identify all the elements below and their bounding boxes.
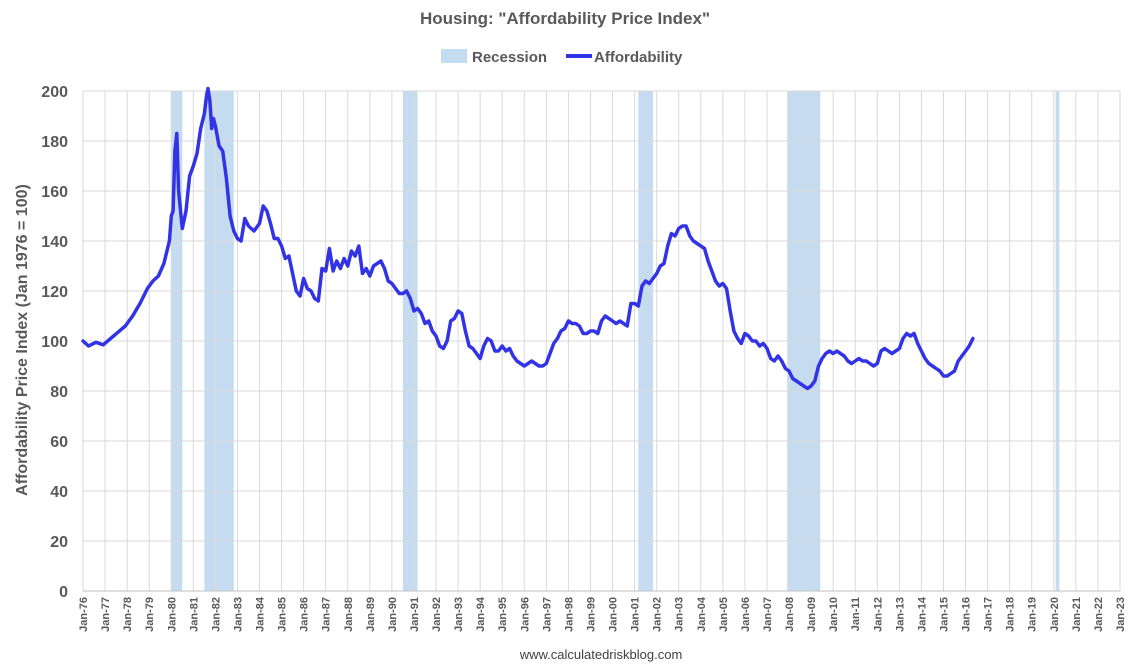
x-tick-label-0: Jan-76 [78, 597, 90, 632]
y-tick-label-8: 160 [41, 184, 68, 201]
x-tick-label-12: Jan-88 [343, 597, 355, 632]
x-tick-label-15: Jan-91 [409, 597, 421, 632]
x-tick-label-23: Jan-99 [585, 597, 597, 632]
x-tick-label-18: Jan-94 [475, 596, 487, 632]
y-tick-label-4: 80 [50, 384, 68, 401]
x-tick-label-10: Jan-86 [299, 597, 311, 632]
x-tick-label-40: Jan-16 [961, 597, 973, 632]
x-tick-label-43: Jan-19 [1027, 597, 1039, 632]
x-tick-label-16: Jan-92 [431, 597, 443, 632]
x-tick-label-8: Jan-84 [255, 596, 267, 632]
x-tick-label-46: Jan-22 [1093, 597, 1105, 632]
y-tick-label-6: 120 [41, 284, 68, 301]
y-axis-label: Affordability Price Index (Jan 1976 = 10… [14, 184, 31, 496]
y-tick-labels: 0 20 40 60 80 100 120 140 160 180 200 [41, 84, 68, 601]
x-tick-label-33: Jan-09 [806, 597, 818, 632]
x-tick-label-38: Jan-14 [916, 596, 928, 632]
y-tick-label-0: 0 [59, 584, 68, 601]
x-tick-label-34: Jan-10 [828, 597, 840, 632]
x-tick-label-20: Jan-96 [519, 597, 531, 632]
x-tick-labels: Jan-76 Jan-77 Jan-78 Jan-79 Jan-80 Jan-81 Jan-… [78, 596, 1127, 632]
legend-recession-label: Recession [472, 49, 547, 66]
x-tick-label-24: Jan-00 [608, 597, 620, 632]
affordability-line [81, 86, 975, 391]
y-tick-label-10: 200 [41, 84, 68, 101]
x-tick-label-6: Jan-82 [210, 597, 222, 632]
x-tick-label-17: Jan-93 [453, 597, 465, 632]
x-tick-label-36: Jan-12 [872, 597, 884, 632]
x-tick-label-27: Jan-03 [674, 597, 686, 632]
x-tick-label-31: Jan-07 [762, 597, 774, 632]
y-tick-label-5: 100 [41, 334, 68, 351]
y-tick-label-1: 20 [50, 534, 68, 551]
x-tick-label-1: Jan-77 [100, 597, 112, 632]
y-tick-label-7: 140 [41, 234, 68, 251]
x-tick-label-22: Jan-98 [563, 597, 575, 632]
x-tick-label-3: Jan-79 [144, 597, 156, 632]
x-tick-label-2: Jan-78 [122, 597, 134, 632]
x-tick-label-29: Jan-05 [718, 597, 730, 632]
x-tick-label-41: Jan-17 [983, 597, 995, 632]
x-tick-label-37: Jan-13 [894, 597, 906, 632]
x-tick-label-26: Jan-02 [652, 597, 664, 632]
x-tick-label-44: Jan-20 [1049, 597, 1061, 632]
x-tick-label-19: Jan-95 [497, 597, 509, 632]
y-tick-label-2: 40 [50, 484, 68, 501]
x-tick-label-47: Jan-23 [1115, 597, 1127, 632]
x-tick-label-21: Jan-97 [541, 597, 553, 632]
legend: Recession Affordability [441, 49, 683, 66]
legend-affordability-label: Affordability [594, 49, 683, 66]
x-tick-label-14: Jan-90 [387, 597, 399, 632]
x-tick-label-11: Jan-87 [321, 597, 333, 632]
x-tick-label-32: Jan-08 [784, 597, 796, 632]
x-tick-label-35: Jan-11 [850, 597, 862, 631]
grid-layer [82, 90, 1121, 592]
x-tick-label-39: Jan-15 [938, 597, 950, 632]
x-tick-label-4: Jan-80 [166, 597, 178, 632]
x-tick-label-25: Jan-01 [630, 597, 642, 632]
x-tick-label-45: Jan-21 [1071, 597, 1083, 632]
footer-source: www.calculatedriskblog.com [519, 647, 683, 662]
y-tick-label-3: 60 [50, 434, 68, 451]
x-tick-label-28: Jan-04 [696, 596, 708, 632]
y-tick-label-9: 180 [41, 134, 68, 151]
x-tick-label-42: Jan-18 [1005, 597, 1017, 632]
x-tick-label-30: Jan-06 [740, 597, 752, 632]
x-tick-label-5: Jan-81 [188, 597, 200, 632]
x-tick-label-13: Jan-89 [365, 597, 377, 632]
x-tick-label-9: Jan-85 [277, 597, 289, 632]
x-tick-label-7: Jan-83 [232, 597, 244, 632]
legend-recession-swatch [441, 49, 467, 63]
chart-title: Housing: "Affordability Price Index" [420, 9, 710, 28]
